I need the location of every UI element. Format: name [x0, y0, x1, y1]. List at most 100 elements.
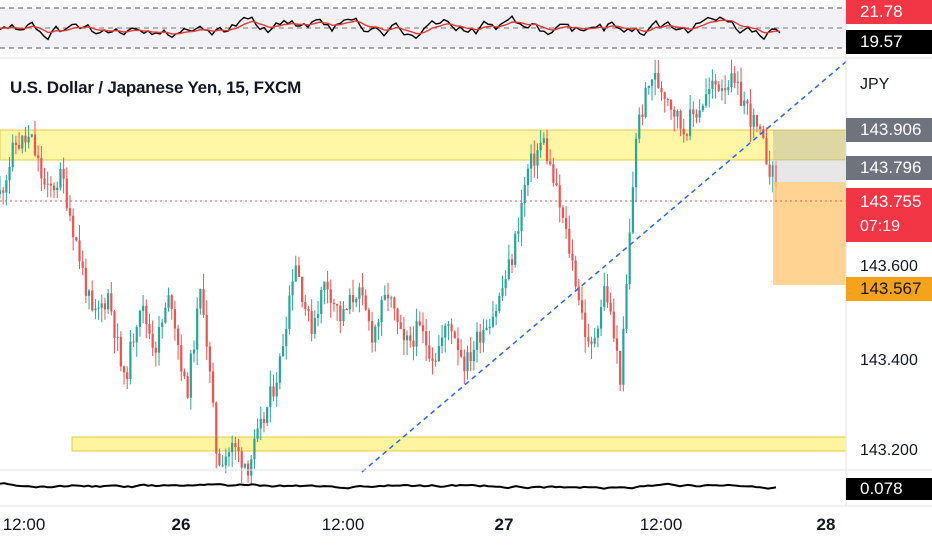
candle-body: [669, 99, 673, 110]
candle-body: [62, 168, 65, 179]
zone-top-badge: 143.906: [846, 118, 932, 142]
resistance-zone[interactable]: [0, 129, 847, 161]
trendline[interactable]: [361, 59, 849, 473]
candle-body: [107, 293, 110, 310]
candle-body: [539, 142, 542, 151]
candle-body: [75, 237, 78, 241]
candle-body: [221, 465, 224, 467]
candle-body: [466, 352, 469, 372]
candle-body: [561, 207, 565, 218]
candle-body: [183, 371, 186, 377]
last-price-badge: 143.755 07:19: [846, 188, 932, 242]
candle-body: [2, 190, 5, 193]
candle-body: [724, 88, 727, 91]
candle-body: [428, 345, 431, 359]
candle-body: [110, 293, 113, 312]
candle-body: [545, 138, 549, 162]
rsi-lower-badge: 19.57: [846, 30, 932, 54]
time-tick: 12:00: [2, 515, 46, 534]
zone-bottom-badge: 143.796: [846, 156, 932, 180]
candle-body: [393, 297, 396, 309]
candle-body: [558, 185, 561, 208]
candle-body: [138, 310, 142, 328]
candle-body: [405, 335, 409, 341]
candle-body: [148, 324, 151, 334]
candle-body: [587, 337, 590, 342]
candle-body: [463, 356, 466, 372]
candle-body: [584, 312, 587, 338]
candle-body: [218, 453, 221, 466]
candle-body: [256, 428, 259, 439]
candle-body: [698, 110, 701, 118]
candle-body: [224, 456, 227, 466]
candle-body: [437, 346, 440, 362]
candle-body: [755, 114, 759, 127]
candle-body: [164, 307, 167, 323]
candle-body: [326, 281, 329, 290]
candle-body: [530, 153, 533, 169]
candle-body: [654, 73, 657, 80]
candle-body: [425, 331, 428, 346]
candle-body: [647, 85, 650, 88]
candle-body: [21, 135, 24, 149]
time-tick-day: 28: [816, 515, 836, 534]
price-tick: 143.400: [860, 352, 918, 369]
candle-body: [590, 341, 593, 344]
candle-body: [100, 303, 103, 308]
candle-body: [717, 84, 720, 91]
candle-body: [37, 155, 40, 159]
candle-body: [145, 305, 148, 325]
candle-body: [762, 129, 765, 138]
candle-body: [285, 328, 288, 347]
candle-body: [24, 135, 27, 143]
candle-body: [339, 305, 342, 322]
candle-body: [65, 178, 68, 209]
candle-body: [488, 326, 491, 328]
candle-body: [482, 329, 485, 343]
candle-body: [132, 341, 135, 343]
candle-body: [234, 442, 237, 448]
candle-body: [517, 231, 520, 234]
candle-body: [577, 286, 580, 301]
candle-body: [84, 267, 87, 296]
candle-body: [596, 328, 600, 338]
position-tool[interactable]: [773, 130, 846, 285]
candle-body: [113, 311, 116, 338]
candle-body: [355, 298, 358, 303]
candle-body: [507, 259, 510, 280]
candle-body: [580, 300, 584, 313]
candle-body: [536, 150, 539, 166]
candle-body: [495, 311, 498, 317]
candle-body: [475, 331, 479, 350]
candle-body: [708, 89, 711, 95]
candle-body: [17, 144, 21, 149]
candle-body: [192, 349, 196, 354]
candle-body: [68, 208, 72, 216]
candle-body: [211, 371, 215, 403]
candle-body: [173, 309, 177, 329]
candle-body: [269, 386, 272, 408]
support-zone[interactable]: [71, 436, 847, 452]
candle-body: [215, 402, 218, 454]
candle-body: [262, 418, 266, 423]
candle-body: [240, 451, 243, 468]
candle-body: [297, 265, 301, 277]
candle-body: [154, 347, 157, 353]
candle-body: [685, 134, 689, 136]
time-tick: 12:00: [639, 515, 683, 534]
candle-body: [682, 128, 685, 135]
rsi-line: [0, 15, 781, 41]
bar-countdown: 07:19: [860, 218, 901, 235]
candle-body: [33, 134, 37, 156]
candle-body: [348, 295, 351, 310]
candle-body: [78, 240, 81, 262]
candle-body: [666, 99, 669, 101]
rsi-signal-line: [0, 19, 781, 35]
candle-body: [43, 178, 46, 185]
candle-body: [711, 80, 714, 90]
candle-body: [126, 372, 129, 380]
candle-body: [758, 126, 762, 130]
candle-body: [434, 360, 437, 362]
candle-body: [526, 168, 530, 186]
